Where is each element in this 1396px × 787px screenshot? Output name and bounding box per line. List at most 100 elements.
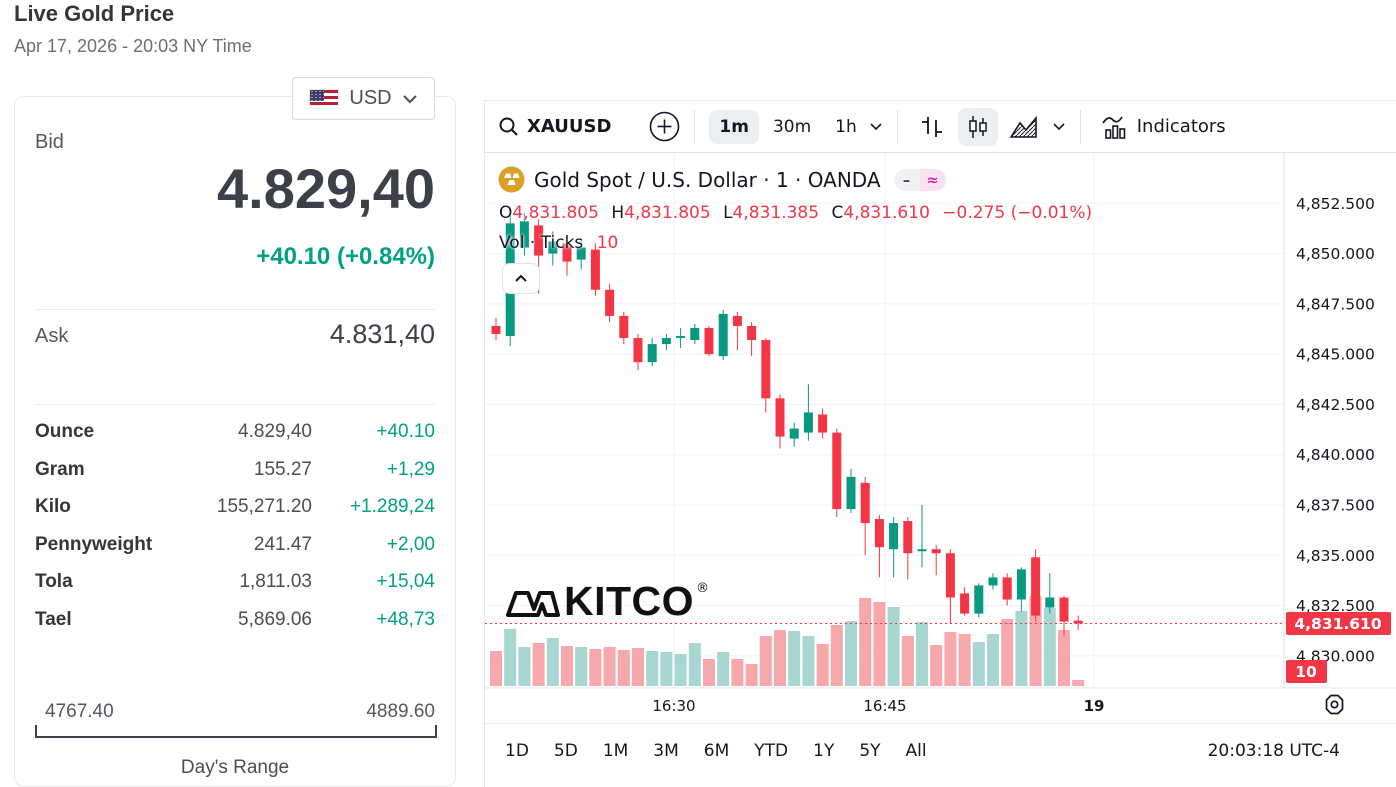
plus-circle-icon [650,111,680,142]
unit-change: +15,04 [376,571,435,592]
chart-panel: XAUUSD 1m 30m 1h [484,100,1396,787]
unit-label: Ounce [35,421,95,442]
close-label: C [831,203,844,223]
day-range-bracket [35,725,437,738]
day-range-high: 4889.60 [366,701,435,722]
range-ytd[interactable]: YTD [754,740,789,761]
currency-code: USD [349,87,392,109]
quote-card: Bid 4.829,40 +40.10 (+0.84%) Ask 4.831,4… [14,96,456,787]
unit-row-pennyweight: Pennyweight 241.47 +2,00 [35,534,435,564]
day-range-low: 4767.40 [45,701,114,722]
range-1d[interactable]: 1D [505,740,529,761]
time-axis[interactable] [485,688,1284,723]
timeframe-30m[interactable]: 30m [772,116,812,137]
bid-change: +40.10 (+0.84%) [256,243,435,270]
day-range-label: Day's Range [180,757,290,778]
compare-add-button[interactable] [649,111,680,142]
svg-text:16:30: 16:30 [652,697,695,715]
quote-mode-toggle[interactable]: – ≈ [893,168,946,191]
gold-coin-icon [498,166,525,193]
indicators-icon [1102,116,1126,139]
svg-text:4,850.000: 4,850.000 [1296,245,1375,263]
clock-utc[interactable]: 20:03:18 UTC-4 [1207,740,1340,761]
unit-change: +48,73 [376,609,435,630]
open-label: O [499,203,513,223]
kitco-gold-bars-icon [506,591,560,617]
svg-text:4,847.500: 4,847.500 [1296,295,1375,313]
approx-badge[interactable]: ≈ [919,168,946,191]
range-1m[interactable]: 1M [602,740,629,761]
range-5d[interactable]: 5D [553,740,578,761]
chart-area: 4,852.500 4,850.000 4,847.500 4,845.000 4,84… [485,153,1396,723]
price-axis[interactable] [1284,153,1396,688]
unit-value: 155,271.20 [216,496,312,517]
range-3m[interactable]: 3M [653,740,679,761]
svg-text:16:45: 16:45 [863,697,906,715]
symbol-search-button[interactable]: XAUUSD [498,116,611,137]
bars-style-icon [921,116,942,137]
unit-row-ounce: Ounce 4.829,40 +40.10 [35,421,435,451]
range-5y[interactable]: 5Y [859,740,881,761]
svg-text:4,832.500: 4,832.500 [1296,597,1375,615]
area-style-icon [1009,115,1037,138]
bar-chart-style-button[interactable] [912,108,952,146]
chart-settings-button[interactable] [1321,691,1347,717]
chart-style-menu-button[interactable] [1052,122,1066,131]
indicators-label: Indicators [1136,116,1226,137]
datetime-label: Apr 17, 2026 - 20:03 NY Time [14,36,252,56]
chart-toolbar: XAUUSD 1m 30m 1h [485,101,1396,153]
low-label: L [723,203,733,223]
indicators-button[interactable]: Indicators [1101,114,1226,140]
timeframe-1h[interactable]: 1h [835,116,857,137]
bid-price: 4.829,40 [217,157,435,220]
range-1y[interactable]: 1Y [813,740,835,761]
search-icon [499,117,518,136]
symbol-title: Gold Spot / U.S. Dollar · 1 · OANDA [534,167,881,192]
bid-label: Bid [35,131,64,153]
unit-change: +40.10 [376,421,435,442]
chart-legend-title-row: Gold Spot / U.S. Dollar · 1 · OANDA – ≈ [498,166,946,193]
svg-text:10: 10 [1295,663,1317,681]
currency-selector[interactable]: USD [292,77,435,120]
unit-row-gram: Gram 155.27 +1,29 [35,459,435,489]
candles-style-button[interactable] [957,107,998,146]
toolbar-separator [896,109,898,144]
range-all[interactable]: All [905,740,927,761]
chevron-up-icon [515,274,527,282]
unit-value: 155.27 [253,459,312,480]
unit-value: 241.47 [253,534,312,555]
svg-text:4,842.500: 4,842.500 [1296,396,1375,414]
toolbar-separator [694,109,696,144]
svg-text:19: 19 [1084,697,1105,715]
area-style-button[interactable] [1004,108,1044,146]
open-value: 4,831.805 [512,203,599,223]
kitco-logo-text: KITCO [564,578,695,624]
svg-text:4,837.500: 4,837.500 [1296,496,1375,514]
unit-row-kilo: Kilo 155,271.20 +1.289,24 [35,496,435,526]
range-switcher-bar: 1D 5D 1M 3M 6M YTD 1Y 5Y All 20:03:18 UT… [485,723,1396,787]
svg-text:4,840.000: 4,840.000 [1296,446,1375,464]
page-title: Live Gold Price [14,1,175,26]
range-6m[interactable]: 6M [703,740,730,761]
kitco-watermark: KITCO ® [504,579,709,623]
gear-icon [1325,694,1343,714]
minus-badge[interactable]: – [893,168,920,191]
divider [35,404,435,405]
ohlc-row: O4,831.805 H4,831.805 L4,831.385 C4,831.… [499,203,1092,223]
unit-label: Gram [35,459,85,480]
svg-text:4,852.500: 4,852.500 [1296,195,1375,213]
svg-text:4,845.000: 4,845.000 [1296,346,1375,364]
symbol-name: XAUUSD [527,116,612,137]
candlestick-chart[interactable]: 4,852.500 4,850.000 4,847.500 4,845.000 4,84… [485,153,1396,723]
divider [35,309,435,310]
candles-style-icon [969,115,987,138]
unit-label: Tael [35,609,72,630]
chevron-down-icon [1053,123,1065,131]
legend-collapse-button[interactable] [502,263,540,294]
unit-row-tola: Tola 1,811.03 +15,04 [35,571,435,601]
timeframe-1m[interactable]: 1m [709,109,759,144]
close-value: 4,831.610 [843,203,930,223]
timeframe-menu-button[interactable] [869,122,883,131]
svg-text:4,835.000: 4,835.000 [1296,547,1375,565]
volume-value: 10 [596,233,619,253]
